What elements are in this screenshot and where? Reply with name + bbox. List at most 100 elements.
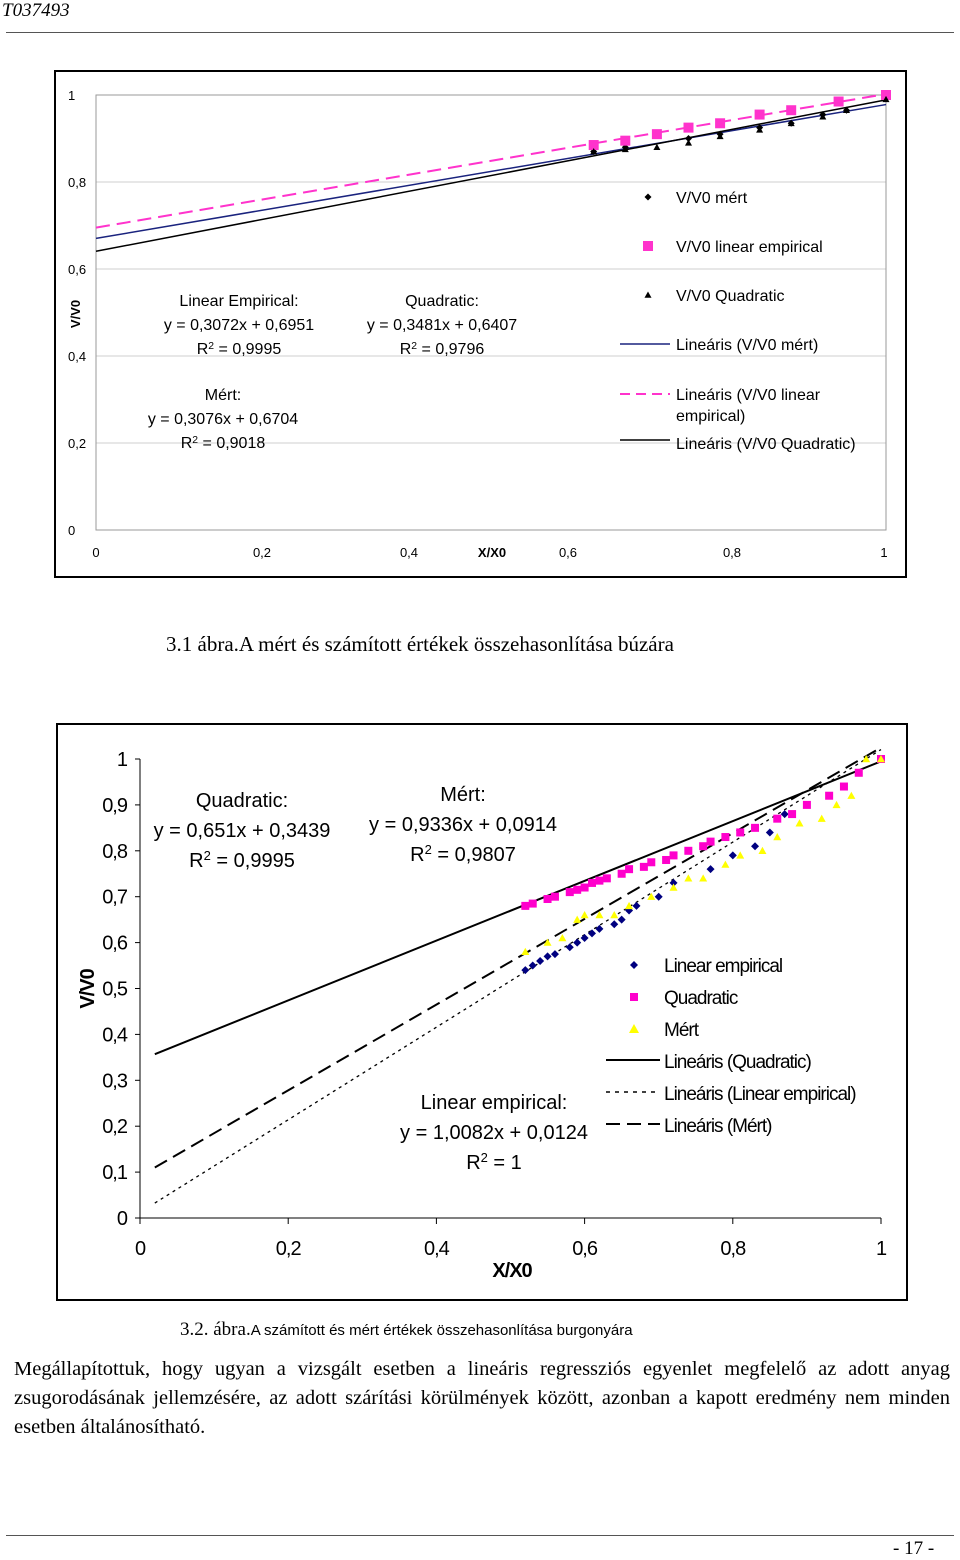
series-2-point <box>580 883 589 892</box>
series-2-point <box>786 105 797 116</box>
legend-text-2: V/V0 linear empirical <box>676 239 823 256</box>
series-3-point <box>773 833 782 841</box>
annotation-linear-equation: y = 1,0082x + 0,0124 <box>400 1122 588 1144</box>
annotation-mert-r2: R2 = 0,9807 <box>410 842 516 867</box>
series-2-point <box>647 858 656 867</box>
annotation-quadratic-label: Quadratic: <box>196 790 288 812</box>
figure-caption-2-text: A számított és mért értékek összehasonlí… <box>250 1322 633 1339</box>
figure-caption-2: 3.2. ábra.A számított és mért értékek ös… <box>180 1319 633 1341</box>
series-3-point <box>795 819 804 827</box>
series-3-point <box>699 874 708 882</box>
series-2-point <box>565 888 574 897</box>
series-2-point <box>721 833 730 842</box>
series-2-point <box>788 810 797 819</box>
x-tick-label: 0,8 <box>723 545 741 560</box>
y-tick-label: 0 <box>117 1208 128 1230</box>
legend-marker-1 <box>630 961 638 969</box>
annotation-mert-r2: R2 = 0,9018 <box>181 435 266 453</box>
y-tick-label: 0,7 <box>102 887 128 909</box>
y-tick-label: 0,2 <box>68 436 86 451</box>
series-1-point <box>728 851 737 860</box>
series-3-point <box>621 145 629 153</box>
series-2-point <box>639 862 648 871</box>
legend-text-1: Linear empirical <box>664 956 782 977</box>
y-tick-label: 0,1 <box>102 1162 128 1184</box>
x-tick-label: 0 <box>135 1238 146 1260</box>
figure-caption-1: 3.1 ábra.A mért és számított értékek öss… <box>166 632 674 656</box>
series-2-point <box>825 791 834 800</box>
series-1-point <box>625 906 634 915</box>
x-tick-label: 1 <box>876 1238 887 1260</box>
series-3-point <box>787 119 795 127</box>
annotation-linear-r2: R2 = 0,9995 <box>197 341 282 359</box>
series-1-point <box>610 920 619 929</box>
series-3-point <box>832 800 841 809</box>
series-3-point <box>610 911 619 919</box>
series-2-point <box>521 901 530 910</box>
series-3-point <box>819 113 827 120</box>
legend-marker-2 <box>630 993 638 1001</box>
series-1-point <box>780 810 789 819</box>
series-1-point <box>528 961 537 970</box>
series-3-point <box>756 126 764 133</box>
series-2-point <box>550 892 559 901</box>
series-3-point <box>558 934 567 942</box>
series-2-point <box>651 129 662 140</box>
chart-wheat-canvas: 0 0,2 0,4 0,6 0,8 1 0 0,2 0,4 0,6 0,8 1 X/X0 V/V0 V/V0… <box>68 88 891 560</box>
annotation-linear-label: Linear empirical: <box>421 1092 568 1114</box>
trendline-2 <box>154 748 882 1204</box>
annotation-mert-equation: y = 0,9336x + 0,0914 <box>369 814 557 836</box>
series-1-point <box>654 892 663 901</box>
series-1-point <box>617 915 626 924</box>
series-2-point <box>669 851 678 860</box>
y-tick-label: 0,3 <box>102 1070 128 1092</box>
body-paragraph: Megállapítottuk, hogy ugyan a vizsgált e… <box>14 1358 950 1438</box>
legend-text-5: Lineáris (Linear empirical) <box>664 1084 856 1105</box>
series-2-point <box>881 90 891 100</box>
series-1-point <box>543 952 552 961</box>
series-1-point <box>765 828 774 837</box>
series-1-point <box>669 878 678 887</box>
legend-text-2: Quadratic <box>664 988 738 1009</box>
series-3-point <box>817 814 826 822</box>
series-2-point <box>802 800 811 809</box>
footer-rule <box>6 1535 954 1536</box>
y-tick-label: 1 <box>117 749 128 771</box>
x-tick-label: 1 <box>880 545 887 560</box>
series-3-point <box>669 883 678 891</box>
series-2-point <box>699 842 708 851</box>
series-2-point <box>839 782 848 791</box>
series-1-point <box>580 934 589 943</box>
annotation-linear-r2: R2 = 1 <box>466 1150 522 1175</box>
series-1-point <box>588 929 597 938</box>
y-tick-label: 0,2 <box>102 1116 128 1138</box>
series-2-point <box>543 894 552 903</box>
series-2-point <box>625 865 634 874</box>
series-2-point <box>617 869 626 878</box>
legend-text-6: Lineáris (Mért) <box>664 1116 772 1137</box>
chart-potato-canvas: 0 0,1 0,2 0,3 0,4 0,5 0,6 0,7 0,8 0,9 1 0 0,2 0,4 0,6 0… <box>77 746 888 1282</box>
annotation-linear-equation: y = 0,3072x + 0,6951 <box>164 317 314 334</box>
series-2-point <box>573 885 582 894</box>
series-2-point <box>773 814 782 823</box>
legend-text-4: Lineáris (V/V0 mért) <box>676 337 818 354</box>
series-3-point <box>625 901 634 910</box>
series-3-point <box>573 915 582 923</box>
series-1-point <box>632 901 641 910</box>
trendline-2 <box>95 93 887 229</box>
trendline-3 <box>154 746 882 1169</box>
legend-marker-3 <box>629 1024 639 1033</box>
series-3-point <box>653 143 661 150</box>
series-2-point <box>662 855 671 864</box>
series-2-point <box>588 140 599 151</box>
chart-potato: 0 0,1 0,2 0,3 0,4 0,5 0,6 0,7 0,8 0,9 1 0 0,2 0,4 0,6 0… <box>56 723 908 1301</box>
y-tick-label: 0,5 <box>102 979 128 1001</box>
series-2-point <box>684 846 693 855</box>
series-3-point <box>716 132 724 140</box>
annotation-mert-equation: y = 0,3076x + 0,6704 <box>148 411 298 428</box>
series-2-point <box>602 874 611 883</box>
y-tick-label: 0,8 <box>68 175 86 190</box>
x-tick-label: 0,4 <box>400 545 418 560</box>
legend-marker-3 <box>644 291 652 298</box>
y-tick-label: 0,8 <box>102 841 128 863</box>
